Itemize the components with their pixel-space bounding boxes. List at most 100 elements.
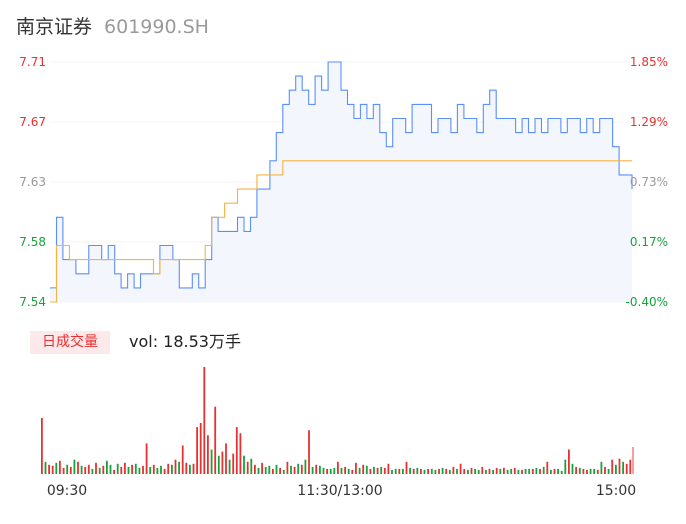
volume-bar xyxy=(326,468,328,474)
volume-bar xyxy=(347,468,350,474)
volume-bar xyxy=(246,461,249,474)
volume-bar xyxy=(66,464,69,474)
volume-bar xyxy=(282,469,285,474)
volume-bar xyxy=(106,460,108,474)
volume-bar xyxy=(124,462,126,474)
volume-bar xyxy=(474,468,476,474)
volume-bar xyxy=(477,469,480,474)
volume-bar xyxy=(116,463,119,474)
volume-bar xyxy=(427,468,429,474)
volume-bar xyxy=(131,464,133,474)
volume-bar xyxy=(333,467,336,474)
volume-bar xyxy=(87,464,90,474)
volume-bar xyxy=(586,469,588,474)
volume-tab[interactable]: 日成交量 xyxy=(30,331,110,354)
volume-bar xyxy=(524,468,527,474)
volume-bar xyxy=(412,468,415,474)
volume-bar xyxy=(109,464,112,474)
volume-bar xyxy=(557,468,559,474)
volume-bar xyxy=(456,468,458,474)
volume-bar xyxy=(264,466,267,474)
volume-bar xyxy=(434,469,437,474)
volume-bar xyxy=(459,463,462,474)
volume-bar xyxy=(257,467,260,474)
volume-bar xyxy=(102,465,105,474)
volume-bar xyxy=(181,445,184,474)
volume-bar xyxy=(528,468,531,474)
volume-bar xyxy=(578,467,581,474)
volume-bar xyxy=(596,469,599,474)
volume-bar xyxy=(275,464,278,474)
volume-bar xyxy=(467,469,469,474)
volume-bar xyxy=(441,467,444,474)
volume-bar xyxy=(156,467,159,474)
volume-bar xyxy=(120,466,123,474)
percent-tick-label: 0.17% xyxy=(630,235,668,249)
volume-bar xyxy=(254,464,256,474)
price-tick-label: 7.58 xyxy=(19,235,46,249)
volume-bar xyxy=(322,467,325,474)
volume-bar xyxy=(308,430,310,474)
volume-bar xyxy=(174,459,177,474)
volume-bar xyxy=(113,469,115,474)
volume-bar xyxy=(448,469,451,474)
volume-bar xyxy=(589,468,592,474)
volume-bar xyxy=(149,466,152,474)
volume-bar xyxy=(600,461,603,474)
volume-bar xyxy=(329,468,332,474)
volume-bar xyxy=(44,461,47,474)
volume-bar xyxy=(290,465,292,474)
volume-bar xyxy=(210,449,213,474)
volume-bar xyxy=(481,466,484,474)
volume-bar xyxy=(531,468,534,474)
percent-tick-label: -0.40% xyxy=(626,295,668,309)
volume-bar xyxy=(203,367,206,474)
volume-bar xyxy=(625,463,628,474)
volume-bar xyxy=(138,467,141,474)
volume-bar xyxy=(521,469,523,474)
price-tick-label: 7.67 xyxy=(19,115,46,129)
volume-bar xyxy=(315,464,318,474)
volume-bar xyxy=(261,462,263,474)
volume-bar xyxy=(62,467,65,474)
volume-bar xyxy=(152,464,155,474)
volume-bar xyxy=(611,459,614,474)
volume-bar xyxy=(492,469,494,474)
volume-bar xyxy=(452,466,455,474)
volume-bar xyxy=(380,466,383,474)
volume-bar xyxy=(221,451,224,474)
volume-bar xyxy=(199,423,202,474)
stock-name: 南京证券 xyxy=(16,16,93,38)
volume-bar xyxy=(470,467,473,474)
volume-bar xyxy=(535,467,538,474)
volume-bar xyxy=(232,453,235,474)
volume-bar xyxy=(250,458,253,474)
volume-bar xyxy=(568,449,570,474)
volume-bar xyxy=(495,467,498,474)
volume-bar xyxy=(178,461,180,474)
volume-bar xyxy=(351,469,354,474)
volume-bar xyxy=(420,468,422,474)
volume-bar xyxy=(297,463,300,474)
volume-bar xyxy=(513,467,516,474)
volume-bar xyxy=(571,463,574,474)
volume-bar xyxy=(185,462,188,474)
volume-bar xyxy=(416,467,419,474)
volume-bar xyxy=(542,466,545,474)
volume-bar xyxy=(196,427,198,474)
volume-bar xyxy=(127,466,130,474)
volume-bar xyxy=(239,433,242,474)
volume-bar xyxy=(171,464,173,474)
volume-bar xyxy=(629,459,632,474)
volume-bar xyxy=(394,468,397,474)
volume-bar xyxy=(387,463,390,474)
price-axis: 7.71 7.67 7.63 7.58 7.54 xyxy=(19,55,46,309)
volume-bar xyxy=(553,468,556,474)
volume-bar xyxy=(362,464,365,474)
volume-bar xyxy=(293,466,296,474)
volume-bar xyxy=(98,467,101,474)
volume-bar xyxy=(575,466,577,474)
volume-bar xyxy=(214,406,217,474)
volume-bar xyxy=(485,469,487,474)
volume-bar xyxy=(268,465,271,474)
